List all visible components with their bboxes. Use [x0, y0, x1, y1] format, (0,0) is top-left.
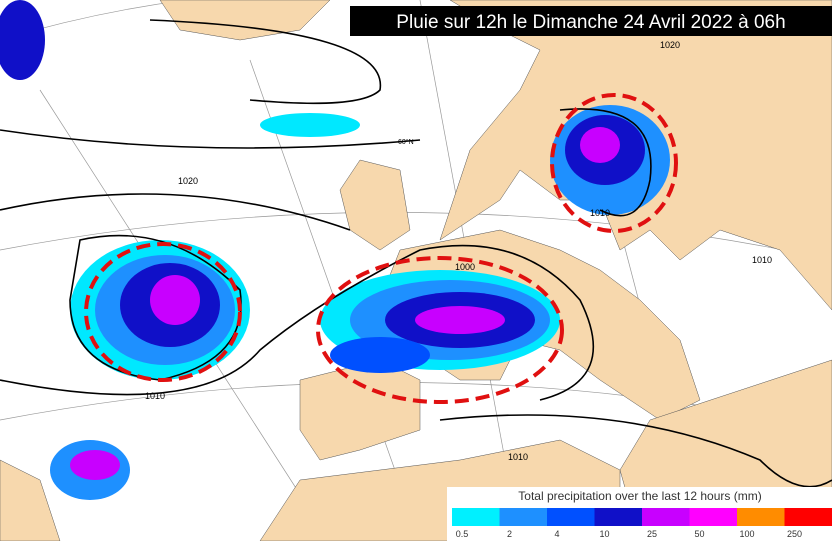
title: Pluie sur 12h le Dimanche 24 Avril 2022 … — [396, 12, 785, 33]
precipitation — [0, 0, 670, 500]
isobar-label: 1010 — [590, 208, 610, 218]
legend-swatch — [499, 508, 547, 526]
legend-tick: 100 — [739, 529, 754, 539]
legend-swatch — [784, 508, 832, 526]
legend-swatch — [452, 508, 500, 526]
legend-tick: 25 — [647, 529, 657, 539]
legend-swatch — [594, 508, 642, 526]
legend-tick: 50 — [694, 529, 704, 539]
legend-title: Total precipitation over the last 12 hou… — [518, 489, 761, 503]
legend-tick: 10 — [599, 529, 609, 539]
isobar-label: 1010 — [508, 452, 528, 462]
isobar-label: 1020 — [660, 40, 680, 50]
legend: Total precipitation over the last 12 hou… — [447, 487, 832, 541]
legend-tick: 2 — [507, 529, 512, 539]
isobars: 1020 1020 1010 1010 1000 1010 1010 60°N — [0, 19, 832, 488]
legend-swatch — [689, 508, 737, 526]
legend-tick: 4 — [554, 529, 559, 539]
title-box — [350, 6, 832, 36]
isobar-label: 1020 — [178, 176, 198, 186]
isobar-label: 1010 — [145, 391, 165, 401]
legend-swatch — [642, 508, 690, 526]
legend-swatch — [737, 508, 785, 526]
isobar-label: 1010 — [752, 255, 772, 265]
legend-swatch — [547, 508, 595, 526]
latitude-label: 60°N — [398, 138, 414, 146]
isobar-label: 1000 — [455, 262, 475, 272]
legend-tick: 250 — [787, 529, 802, 539]
highlight-rings — [84, 93, 678, 404]
legend-tick: 0.5 — [456, 529, 469, 539]
